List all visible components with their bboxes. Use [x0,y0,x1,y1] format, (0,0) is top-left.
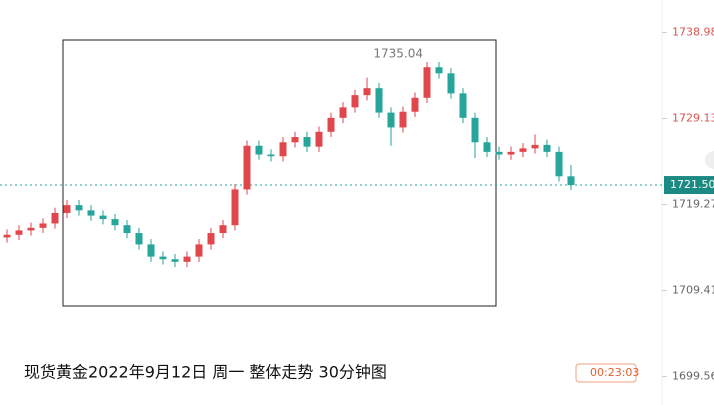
candle-body [531,144,539,149]
candle-body [567,176,575,186]
candle-body [387,112,395,128]
y-tick-label: 1699.56 [672,370,714,383]
timer-box [575,363,637,383]
candle-body [3,234,11,238]
candle-body [279,142,287,157]
candle-body [27,227,35,231]
candle-body [423,67,431,98]
y-tick-label: 1738.98 [672,25,714,38]
candle-body [375,88,383,113]
candle-body [435,67,443,74]
candle-body [267,154,275,157]
candle-body [15,230,23,235]
candle-body [87,210,95,216]
candle-body [303,137,311,147]
scroll-button[interactable] [705,151,714,169]
highlight-box [62,39,497,307]
candle-body [63,205,71,213]
last-price-label: 1721.50 [670,178,714,191]
candle-body [495,151,503,155]
chart-title: 现货黄金2022年9月12日 周一 整体走势 30分钟图 [24,363,387,382]
candle-body [459,93,467,118]
candle-body [507,151,515,155]
candle-body [543,144,551,152]
candle-body [351,95,359,108]
candle-body [195,244,203,257]
high-annotation: 1735.04 [373,46,423,60]
candle-body [339,107,347,118]
candle-body [111,219,119,226]
candle-body [123,225,131,234]
candle-body [183,256,191,262]
candle-body [519,148,527,152]
y-tick-label: 1709.41 [672,284,714,297]
candle-body [411,97,419,112]
candle-body [363,88,371,96]
y-tick-label: 1729.13 [672,111,714,124]
candle-body [291,137,299,143]
candle-body [555,151,563,177]
candle-body [219,225,227,234]
candle-body [243,145,251,190]
candle-body [231,189,239,226]
candle-body [483,142,491,152]
candle-body [255,145,263,155]
candle-body [327,117,335,132]
candle-body [447,73,455,94]
candle-body [207,233,215,245]
candle-body [99,215,107,220]
candle-body [51,212,59,224]
candle-body [159,256,167,260]
candle-body [135,233,143,245]
candle-body [471,117,479,143]
candle-body [315,131,323,147]
candle-body [75,205,83,211]
candle-body [171,259,179,262]
candle-body [147,244,155,257]
y-tick-label: 1719.27 [672,198,714,211]
candle-body [39,223,47,228]
timer: 00:23:03 [590,366,639,379]
candle-body [399,111,407,128]
last-price-box [664,176,714,195]
